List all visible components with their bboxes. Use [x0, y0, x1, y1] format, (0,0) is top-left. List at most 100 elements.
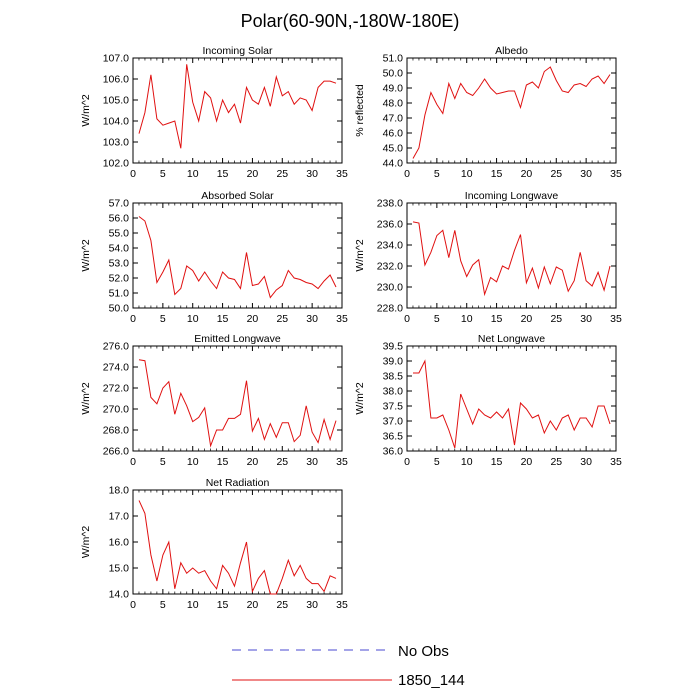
net-longwave-xtick-label: 20	[521, 456, 533, 468]
incoming-solar-xtick-label: 30	[306, 168, 318, 180]
emitted-longwave-xtick-label: 20	[247, 456, 259, 468]
net-longwave-ytick-label: 36.0	[383, 446, 404, 458]
net-longwave-ytick-label: 36.5	[383, 431, 404, 443]
net-longwave-ytick-label: 38.5	[383, 371, 404, 383]
incoming-solar-xtick-label: 20	[247, 168, 259, 180]
emitted-longwave-ylabel: W/m^2	[80, 382, 92, 415]
panel-incoming-longwave: Incoming Longwave W/m^2 0 5 10 15 20 25 30 35 228.…	[354, 190, 622, 325]
albedo-xtick-label: 15	[491, 168, 503, 180]
net-radiation-xtick-label: 15	[217, 599, 229, 611]
net-longwave-xtick-label: 5	[434, 456, 440, 468]
incoming-solar-ytick-label: 106.0	[103, 74, 129, 86]
incoming-longwave-xtick-label: 25	[550, 313, 562, 325]
absorbed-solar-xtick-label: 5	[160, 313, 166, 325]
panel-net-longwave: Net Longwave W/m^2 0 5 10 15 20 25 30 35 36.0 36.5 3…	[354, 333, 622, 468]
incoming-longwave-xtick-label: 35	[610, 313, 622, 325]
net-radiation-ylabel: W/m^2	[80, 526, 92, 559]
net-longwave-ytick-label: 39.5	[383, 341, 404, 353]
albedo-series-line	[412, 66, 611, 159]
emitted-longwave-plot-frame	[132, 345, 343, 452]
incoming-solar-series-line	[138, 64, 337, 149]
figure-title: Polar(60-90N,-180W-180E)	[241, 11, 460, 31]
emitted-longwave-ytick-label: 272.0	[103, 383, 129, 395]
incoming-longwave-ytick-label: 238.0	[377, 198, 403, 210]
net-longwave-xtick-label: 15	[491, 456, 503, 468]
incoming-solar-xtick-label: 5	[160, 168, 166, 180]
emitted-longwave-xtick-label: 0	[130, 456, 136, 468]
albedo-title: Albedo	[495, 45, 528, 57]
net-radiation-xtick-label: 20	[247, 599, 259, 611]
net-longwave-xtick-label: 10	[461, 456, 473, 468]
emitted-longwave-ytick-label: 266.0	[103, 446, 129, 458]
emitted-longwave-xtick-label: 35	[336, 456, 348, 468]
panel-incoming-solar: Incoming Solar W/m^2 0 5 10 15 20 25 30 35 102.0 10…	[80, 45, 348, 180]
absorbed-solar-ytick-label: 51.0	[109, 288, 130, 300]
albedo-ytick-label: 45.0	[383, 143, 404, 155]
albedo-xtick-label: 5	[434, 168, 440, 180]
incoming-longwave-ytick-label: 232.0	[377, 261, 403, 273]
incoming-longwave-xtick-label: 15	[491, 313, 503, 325]
net-longwave-xtick-label: 30	[580, 456, 592, 468]
net-longwave-ylabel: W/m^2	[354, 382, 366, 415]
net-radiation-ytick-label: 17.0	[109, 511, 130, 523]
legend-1850-144-label: 1850_144	[398, 672, 465, 689]
incoming-longwave-ylabel: W/m^2	[354, 239, 366, 272]
incoming-solar-xtick-label: 10	[187, 168, 199, 180]
incoming-longwave-xtick-label: 20	[521, 313, 533, 325]
absorbed-solar-ytick-label: 56.0	[109, 213, 130, 225]
incoming-longwave-xtick-label: 0	[404, 313, 410, 325]
net-longwave-ytick-label: 39.0	[383, 356, 404, 368]
net-radiation-xtick-label: 0	[130, 599, 136, 611]
emitted-longwave-title: Emitted Longwave	[194, 333, 281, 345]
albedo-ytick-label: 51.0	[383, 53, 404, 65]
incoming-solar-ytick-label: 103.0	[103, 137, 129, 149]
net-longwave-series-line	[413, 359, 611, 449]
emitted-longwave-ytick-label: 276.0	[103, 341, 129, 353]
albedo-xtick-label: 0	[404, 168, 410, 180]
net-radiation-ytick-label: 15.0	[109, 563, 130, 575]
incoming-longwave-xtick-label: 10	[461, 313, 473, 325]
absorbed-solar-ylabel: W/m^2	[80, 239, 92, 272]
albedo-plot-frame	[406, 57, 617, 164]
net-radiation-ytick-label: 16.0	[109, 537, 130, 549]
emitted-longwave-xtick-label: 10	[187, 456, 199, 468]
panels: Incoming Solar W/m^2 0 5 10 15 20 25 30 35 102.0 10…	[80, 45, 622, 611]
emitted-longwave-xtick-label: 25	[276, 456, 288, 468]
emitted-longwave-ytick-label: 268.0	[103, 425, 129, 437]
incoming-longwave-series-line	[412, 221, 611, 297]
albedo-ytick-label: 44.0	[383, 158, 404, 170]
net-radiation-ytick-label: 18.0	[109, 485, 130, 497]
emitted-longwave-ytick-label: 274.0	[103, 362, 129, 374]
absorbed-solar-xtick-label: 30	[306, 313, 318, 325]
net-radiation-ytick-label: 14.0	[109, 589, 130, 601]
emitted-longwave-xtick-label: 15	[217, 456, 229, 468]
net-radiation-xtick-label: 25	[276, 599, 288, 611]
net-radiation-xtick-label: 35	[336, 599, 348, 611]
incoming-solar-plot-frame	[132, 57, 343, 164]
net-radiation-title: Net Radiation	[206, 477, 270, 489]
incoming-longwave-plot-frame	[406, 202, 617, 309]
panel-absorbed-solar: Absorbed Solar W/m^2 0 5 10 15 20 25 30 35 50.0 51.…	[80, 190, 348, 325]
emitted-longwave-ytick-label: 270.0	[103, 404, 129, 416]
albedo-ylabel: % reflected	[354, 84, 366, 137]
incoming-solar-xtick-label: 0	[130, 168, 136, 180]
incoming-longwave-ytick-label: 234.0	[377, 240, 403, 252]
incoming-solar-ytick-label: 104.0	[103, 116, 129, 128]
incoming-longwave-title: Incoming Longwave	[465, 190, 559, 202]
net-radiation-xtick-label: 5	[160, 599, 166, 611]
absorbed-solar-xtick-label: 0	[130, 313, 136, 325]
absorbed-solar-xtick-label: 20	[247, 313, 259, 325]
albedo-ytick-label: 48.0	[383, 98, 404, 110]
absorbed-solar-title: Absorbed Solar	[201, 190, 274, 202]
incoming-solar-ytick-label: 105.0	[103, 95, 129, 107]
albedo-ytick-label: 47.0	[383, 113, 404, 125]
incoming-longwave-xtick-label: 30	[580, 313, 592, 325]
absorbed-solar-plot-frame	[132, 202, 343, 309]
emitted-longwave-xtick-label: 5	[160, 456, 166, 468]
net-longwave-xtick-label: 35	[610, 456, 622, 468]
albedo-xtick-label: 20	[521, 168, 533, 180]
absorbed-solar-xtick-label: 10	[187, 313, 199, 325]
incoming-solar-title: Incoming Solar	[202, 45, 273, 57]
incoming-longwave-ytick-label: 230.0	[377, 282, 403, 294]
